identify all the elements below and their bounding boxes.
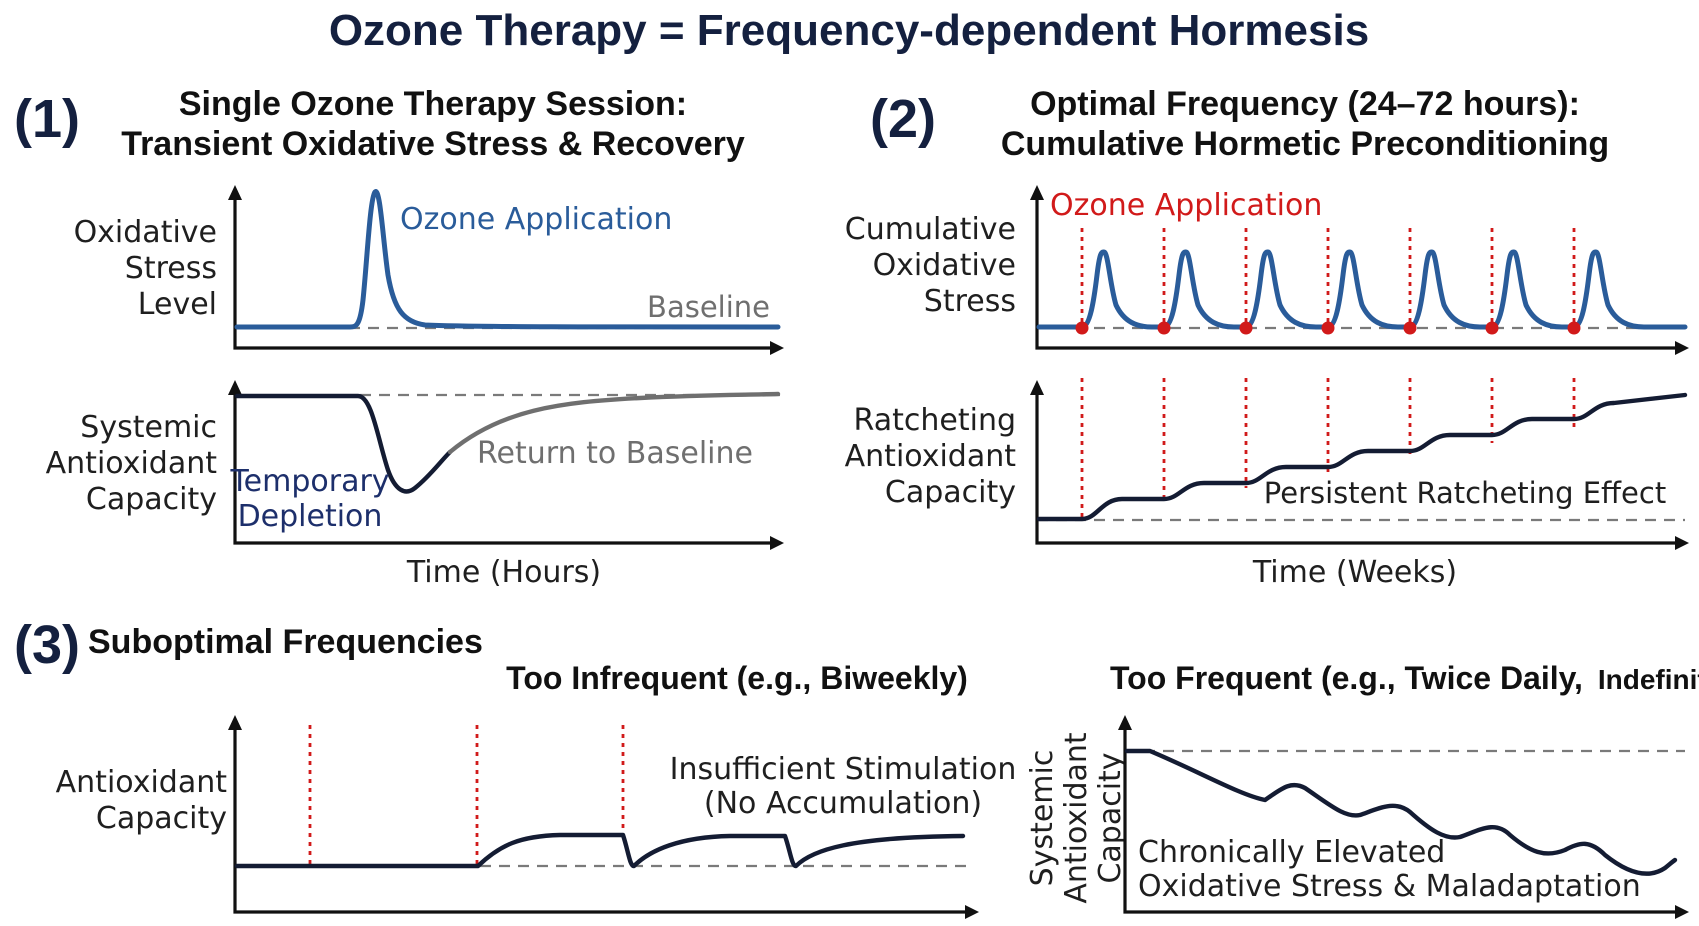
panel-3-frequent-title: Too Frequent (e.g., Twice Daily, Indefin… [1110,660,1699,696]
panel-3-frequent-curve [1124,748,1678,876]
panel-3-infrequent-title: Too Infrequent (e.g., Biweekly) [506,660,968,696]
panel-3-frequent-ylabel-1: Systemic [1025,750,1060,887]
panel-1-stress-ylabel-1: Oxidative [74,215,217,250]
panel-2-stress-chart: Cumulative Oxidative Stress Ozone Applic… [845,185,1689,355]
panel-1-xlabel: Time (Hours) [406,555,601,590]
panel-1-capacity-ylabel-2: Antioxidant [46,446,218,481]
panel-1-capacity-ylabel-1: Systemic [80,410,217,445]
panel-3-frequent-ylabel-2: Antioxidant [1059,732,1094,904]
panel-2-stress-curve [1036,249,1688,330]
panel-2-capacity-ylabel-2: Antioxidant [845,439,1017,474]
panel-2: (2) Optimal Frequency (24–72 hours): Cum… [845,85,1689,590]
panel-1-depletion-curve [234,393,453,494]
panel-2-ozone-label: Ozone Application [1050,188,1322,223]
panel-3-infrequent-ylabel-2: Capacity [96,801,227,836]
panel-3-frequent-annotation-1: Chronically Elevated [1138,835,1445,870]
panel-1-depletion-label-1: Temporary [229,464,389,499]
panel-2-number: (2) [870,89,936,149]
panel-3-frequent-title-tail: Indefinitely) [1598,664,1699,695]
panel-2-capacity-chart: Ratcheting Antioxidant Capacity Persiste… [845,378,1689,550]
panel-3-number: (3) [14,615,80,675]
application-dot-4 [1321,321,1335,335]
panel-2-xlabel: Time (Weeks) [1252,555,1457,590]
panel-1-capacity-chart: Systemic Antioxidant Capacity Temporary … [46,380,784,550]
panel-1-capacity-axes [233,385,775,545]
panel-3-infrequent-annotation-1: Insufficient Stimulation [670,752,1017,787]
panel-3-infrequent-axes [233,720,970,914]
panel-1-baseline-label: Baseline [647,290,770,324]
panel-3-infrequent-annotation-2: (No Accumulation) [704,786,982,821]
figure-title: Ozone Therapy = Frequency-dependent Horm… [329,6,1369,55]
panel-2-title-line1: Optimal Frequency (24–72 hours): [1030,85,1580,123]
panel-1-stress-chart: Oxidative Stress Level Ozone Application… [74,185,784,355]
panel-1-recovery-curve [447,391,781,455]
panel-3: (3) Suboptimal Frequencies Too Infrequen… [14,615,1699,919]
panel-2-stress-ylabel-3: Stress [924,284,1016,319]
panel-1-ozone-label: Ozone Application [400,202,672,237]
panel-2-stress-ylabel-2: Oxidative [873,248,1016,283]
panel-2-stress-ylabel-1: Cumulative [845,212,1016,247]
application-dot-6 [1485,321,1499,335]
application-dot-2 [1157,321,1171,335]
panel-3-frequent-ylabel-3: Capacity [1093,752,1128,883]
panel-1-depletion-label-2: Depletion [238,499,383,534]
panel-3-frequent-annotation-2: Oxidative Stress & Maladaptation [1138,869,1641,904]
panel-2-application-markers [1080,228,1576,328]
panel-1-stress-ylabel-2: Stress [125,251,217,286]
panel-2-application-dots [1075,321,1581,335]
application-dot-1 [1075,321,1089,335]
panel-1-number: (1) [14,89,80,149]
panel-1-stress-ylabel-3: Level [138,287,217,322]
panel-3-infrequent-chart: Too Infrequent (e.g., Biweekly) Antioxid… [56,660,1017,919]
panel-3-frequent-axes [1123,720,1680,914]
panel-1-stress-curve [234,189,781,330]
panel-3-frequent-title-main: Too Frequent (e.g., Twice Daily, [1110,660,1583,696]
panel-3-infrequent-ylabel-1: Antioxidant [56,765,228,800]
panel-1-stress-axes [233,190,775,350]
panel-3-infrequent-curve [234,832,966,869]
panel-2-capacity-axes [1035,385,1680,545]
panel-1-capacity-ylabel-3: Capacity [86,482,217,517]
panel-1-title-line2: Transient Oxidative Stress & Recovery [121,125,745,163]
panel-1: (1) Single Ozone Therapy Session: Transi… [14,85,784,590]
panel-2-title-line2: Cumulative Hormetic Preconditioning [1001,125,1609,163]
panel-2-capacity-ylabel-3: Capacity [885,475,1016,510]
application-dot-5 [1403,321,1417,335]
panel-2-capacity-arrowheads [1030,380,1689,550]
panel-3-frequent-chart: Too Frequent (e.g., Twice Daily, Indefin… [1025,660,1699,919]
application-dot-3 [1239,321,1253,335]
panel-2-effect-label: Persistent Ratcheting Effect [1264,476,1666,510]
panel-1-recovery-label: Return to Baseline [477,436,753,471]
panel-2-stress-axes [1035,190,1680,350]
application-dot-7 [1567,321,1581,335]
panel-1-title-line1: Single Ozone Therapy Session: [179,85,687,123]
panel-3-title: Suboptimal Frequencies [88,623,483,661]
panel-2-application-markers-lower [1080,378,1576,518]
panel-2-capacity-ylabel-1: Ratcheting [854,403,1016,438]
panel-2-ratchet-curve [1036,392,1688,522]
